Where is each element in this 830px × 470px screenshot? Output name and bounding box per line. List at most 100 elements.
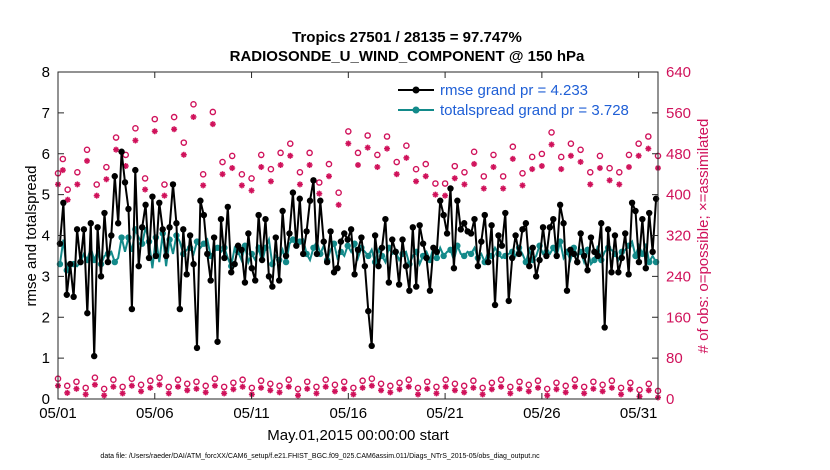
rmse-point	[241, 279, 249, 286]
y-left-tick-label: 6	[42, 146, 50, 163]
obs-possible-marker	[306, 149, 313, 157]
obs-assimilated-marker	[480, 185, 487, 192]
rmse-point	[245, 230, 252, 237]
obs-assimilated-marker	[405, 383, 412, 390]
rmse-point	[478, 238, 485, 245]
rmse-point	[296, 195, 303, 202]
obs-possible-marker	[451, 380, 459, 388]
obs-assimilated-marker	[599, 388, 606, 395]
rmse-point	[560, 220, 567, 227]
rmse-point	[526, 262, 533, 270]
rmse-point	[532, 273, 540, 280]
obs-assimilated-marker	[287, 152, 294, 159]
obs-assimilated-marker	[138, 388, 145, 395]
obs-possible-marker	[645, 380, 653, 388]
rmse-point	[580, 252, 588, 260]
rmse-point	[320, 238, 327, 245]
obs-assimilated-marker	[616, 181, 623, 188]
spread-point	[433, 254, 440, 262]
obs-assimilated-marker	[479, 391, 486, 398]
rmse-point	[108, 232, 115, 239]
obs-possible-marker	[625, 151, 633, 159]
rmse-point	[402, 262, 410, 270]
obs-assimilated-marker	[59, 167, 66, 174]
obs-possible-marker	[387, 382, 394, 390]
rmse-point	[306, 197, 314, 204]
rmse-point	[166, 224, 173, 231]
obs-assimilated-marker	[331, 388, 338, 395]
obs-possible-marker	[141, 175, 149, 182]
rmse-point	[639, 215, 646, 223]
rmse-point	[409, 224, 417, 231]
rmse-point	[488, 222, 495, 229]
rmse-point	[145, 254, 153, 262]
y-right-tick-label: 640	[666, 64, 691, 81]
x-tick-label: 05/16	[330, 405, 368, 422]
obs-possible-marker	[374, 151, 381, 159]
rmse-point	[474, 262, 482, 270]
rmse-point	[252, 277, 259, 284]
rmse-point	[262, 215, 269, 223]
rmse-point	[361, 262, 369, 270]
y-right-tick-label: 160	[666, 309, 691, 326]
obs-possible-marker	[423, 378, 431, 386]
obs-assimilated-marker	[110, 383, 117, 390]
obs-assimilated-marker	[193, 385, 200, 392]
obs-possible-marker	[538, 150, 546, 158]
data-file-footnote: data file: /Users/raeder/DAI/ATM_forcXX/…	[100, 453, 540, 460]
obs-possible-marker	[277, 149, 284, 157]
obs-assimilated-marker	[316, 190, 323, 197]
rmse-point	[419, 240, 427, 247]
obs-assimilated-marker	[498, 383, 505, 390]
obs-possible-marker	[209, 108, 217, 116]
obs-assimilated-marker	[384, 145, 391, 152]
obs-possible-marker	[442, 376, 449, 384]
obs-possible-marker	[170, 113, 178, 121]
obs-assimilated-marker	[229, 165, 236, 172]
obs-possible-marker	[230, 379, 237, 387]
rmse-point	[210, 234, 218, 241]
rmse-point	[375, 262, 382, 270]
rmse-point	[550, 215, 557, 223]
obs-possible-marker	[211, 375, 219, 382]
rmse-point	[60, 199, 67, 206]
obs-assimilated-marker	[432, 191, 439, 198]
spread-point	[282, 258, 290, 266]
obs-assimilated-marker	[335, 201, 342, 208]
obs-possible-marker	[577, 146, 584, 154]
rmse-point	[416, 222, 423, 229]
obs-possible-marker	[156, 374, 163, 381]
rmse-point	[505, 297, 512, 305]
rmse-point	[258, 256, 266, 264]
obs-assimilated-marker	[525, 388, 532, 395]
obs-assimilated-marker	[345, 140, 352, 147]
rmse-point	[522, 220, 530, 227]
obs-assimilated-marker	[322, 383, 329, 390]
rmse-point	[90, 352, 98, 360]
obs-assimilated-marker	[219, 171, 226, 178]
obs-possible-marker	[432, 180, 439, 187]
rmse-point	[457, 226, 464, 233]
obs-possible-marker	[460, 382, 468, 390]
legend-spread-marker	[412, 106, 420, 114]
rmse-point	[622, 230, 629, 237]
rmse-point	[632, 207, 639, 215]
obs-assimilated-marker	[500, 185, 507, 192]
rmse-point	[437, 197, 444, 204]
obs-possible-marker	[294, 385, 302, 393]
rmse-point	[341, 230, 348, 237]
rmse-point	[508, 254, 516, 262]
legend-rmse-label: rmse grand pr = 4.233	[440, 82, 588, 99]
rmse-point	[255, 211, 262, 219]
obs-possible-marker	[63, 382, 71, 390]
y-left-tick-label: 8	[42, 64, 50, 81]
spread-point	[646, 258, 653, 266]
rmse-point	[70, 293, 77, 301]
rmse-point	[63, 291, 70, 298]
obs-assimilated-marker	[128, 382, 135, 389]
rmse-point	[385, 279, 393, 286]
rmse-point	[327, 228, 334, 235]
series-layer	[56, 148, 660, 360]
legend-rmse-marker	[412, 86, 420, 94]
